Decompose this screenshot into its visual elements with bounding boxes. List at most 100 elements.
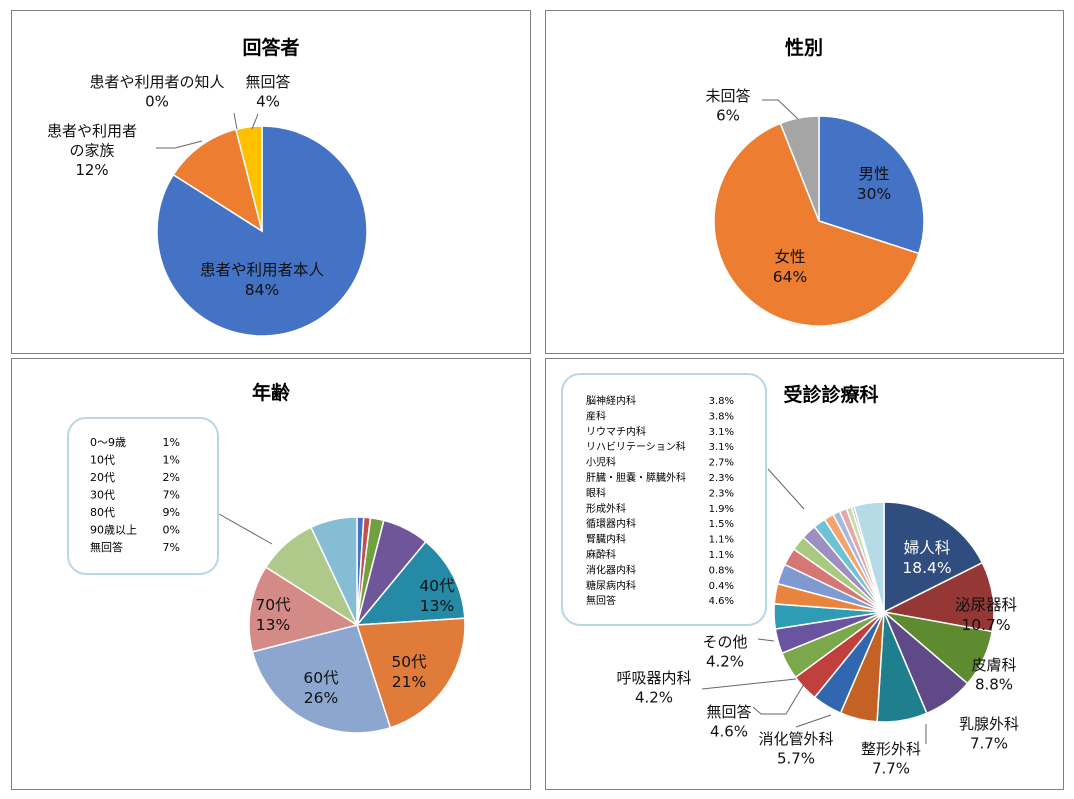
department-callout-label: 小児科 [586, 456, 616, 469]
department-slice-22 [853, 501, 885, 613]
age-callout-label: 20代 [90, 471, 115, 484]
department-callout-label: 肝臓・胆嚢・膵臓外科 [586, 471, 686, 484]
age-slice-10 [310, 516, 358, 626]
age-panel: 年齢 40代 13% 50代 21% 60代 26% 70代 13% 0〜9歳 1% 10代 1% 20代… [11, 358, 531, 790]
department-label-3: 乳腺外科 7.7% [959, 715, 1019, 753]
age-slice-6 [251, 624, 392, 734]
age-callout-value: 9% [163, 506, 180, 519]
age-callout-label: 80代 [90, 506, 115, 519]
department-callout-label: 麻酔科 [586, 548, 616, 561]
department-label-6: 無回答 4.6% [706, 703, 751, 741]
age-slice-5 [355, 617, 466, 729]
department-callout-label: 腎臓内科 [586, 533, 626, 546]
department-callout-box [561, 373, 767, 626]
respondent-panel: 回答者患者や利用者本人 84% 患者や利用者の家族 12% 患者や利用者の知人 0% 無回答… [11, 10, 531, 354]
respondent-slice-1 [172, 128, 264, 233]
age-callout-label: 10代 [90, 454, 115, 467]
age-callout-value: 1% [163, 436, 180, 449]
department-callout-label: リウマチ内科 [586, 425, 646, 438]
respondent-leader-acquaintance [233, 112, 238, 130]
department-callout-label: 糖尿病内科 [586, 579, 636, 592]
department-callout-value: 2.7% [709, 458, 734, 469]
age-slice-7 [248, 566, 359, 653]
age-label-4: 40代 13% [419, 577, 455, 615]
department-callout-label: 無回答 [586, 594, 616, 607]
age-callout-value: 0% [163, 524, 180, 537]
department-callout-value: 0.4% [709, 581, 734, 592]
department-callout-value: 3.8% [709, 396, 734, 407]
department-callout-label: 脳神経内科 [586, 394, 636, 407]
gender-label-female: 女性 64% [773, 247, 807, 286]
age-chart: 年齢 40代 13% 50代 21% 60代 26% 70代 13% 0〜9歳 1% 10代 1% 20代… [67, 381, 466, 734]
age-callout-value: 7% [163, 541, 180, 554]
department-label-7: 呼吸器内科 4.2% [616, 669, 691, 707]
department-label-1: 泌尿器科 10.7% [955, 596, 1017, 634]
age-callout-label: 0〜9歳 [90, 436, 126, 449]
department-slice-0 [883, 501, 984, 614]
age-callout-value: 2% [163, 471, 180, 484]
age-callout-box [67, 417, 219, 575]
department-leader-7 [701, 678, 797, 690]
respondent-leader-family [156, 140, 203, 149]
department-label-5: 消化管外科 5.7% [758, 730, 833, 768]
age-callout-label: 90歳以上 [90, 524, 137, 537]
gender-slice-2 [779, 115, 820, 222]
gender-leader-noanswer [762, 99, 799, 120]
department-label-8: その他 4.2% [702, 633, 747, 671]
gender-slice-1 [713, 122, 920, 327]
department-callout-value: 0.8% [709, 565, 734, 576]
department-slice-1 [881, 561, 995, 633]
department-callout-value: 4.6% [709, 596, 734, 607]
respondent-label-acquaintance: 患者や利用者の知人 0% [89, 73, 224, 111]
age-label-6: 60代 26% [303, 669, 339, 707]
respondent-label-family: 患者や利用者の家族 12% [47, 122, 137, 179]
gender-title: 性別 [785, 36, 823, 59]
department-callout-value: 2.3% [709, 488, 734, 499]
department-callout-value: 1.9% [709, 504, 734, 515]
department-callout-pointer [767, 468, 805, 510]
department-callout-label: 産科 [586, 409, 606, 422]
department-leader-6 [752, 683, 805, 715]
gender-panel: 性別男性 30% 女性 64% 未回答 6% [545, 10, 1064, 354]
department-callout-value: 3.1% [709, 442, 734, 453]
department-callout-value: 3.8% [709, 411, 734, 422]
age-callout-pointer [218, 513, 273, 545]
department-label-0: 婦人科 18.4% [902, 539, 951, 577]
age-callout-label: 30代 [90, 489, 115, 502]
respondent-slice-3 [234, 125, 263, 232]
department-callout-label: 循環器内科 [586, 517, 636, 530]
age-callout-value: 1% [163, 454, 180, 467]
department-callout-value: 1.5% [709, 519, 734, 530]
department-leader-5 [795, 714, 832, 728]
gender-slice-0 [818, 115, 925, 255]
department-panel: 受診診療科婦人科 18.4% 泌尿器科 10.7% 皮膚科 8.8% 乳腺外科 7.7% 整形外… [545, 358, 1064, 790]
age-title: 年齢 [252, 381, 291, 404]
department-callout-value: 1.1% [709, 550, 734, 561]
department-label-2: 皮膚科 8.8% [971, 656, 1016, 694]
department-callout-value: 1.1% [709, 535, 734, 546]
age-label-7: 70代 13% [255, 596, 291, 634]
age-callout-value: 7% [163, 489, 180, 502]
department-callout-label: 形成外科 [586, 502, 626, 515]
department-callout-label: リハビリテーション科 [586, 440, 686, 453]
department-label-4: 整形外科 7.7% [861, 740, 921, 778]
respondent-title: 回答者 [242, 36, 299, 59]
department-callout-label: 消化器内科 [586, 563, 636, 576]
department-callout-value: 3.1% [709, 427, 734, 438]
respondent-slice-0 [156, 125, 368, 337]
gender-label-noanswer: 未回答 6% [705, 87, 750, 125]
department-leader-8 [757, 638, 775, 642]
respondent-leader-noanswer [251, 113, 259, 130]
age-label-5: 50代 21% [391, 653, 427, 691]
department-callout-value: 2.3% [709, 473, 734, 484]
respondent-label-noanswer: 無回答 4% [245, 73, 290, 111]
department-callout-label: 眼科 [586, 486, 606, 499]
gender-label-male: 男性 30% [857, 165, 891, 203]
age-callout-label: 無回答 [90, 540, 123, 554]
respondent-label-self: 患者や利用者本人 84% [200, 261, 324, 299]
age-slice-4 [355, 540, 466, 626]
department-title: 受診診療科 [783, 383, 878, 406]
